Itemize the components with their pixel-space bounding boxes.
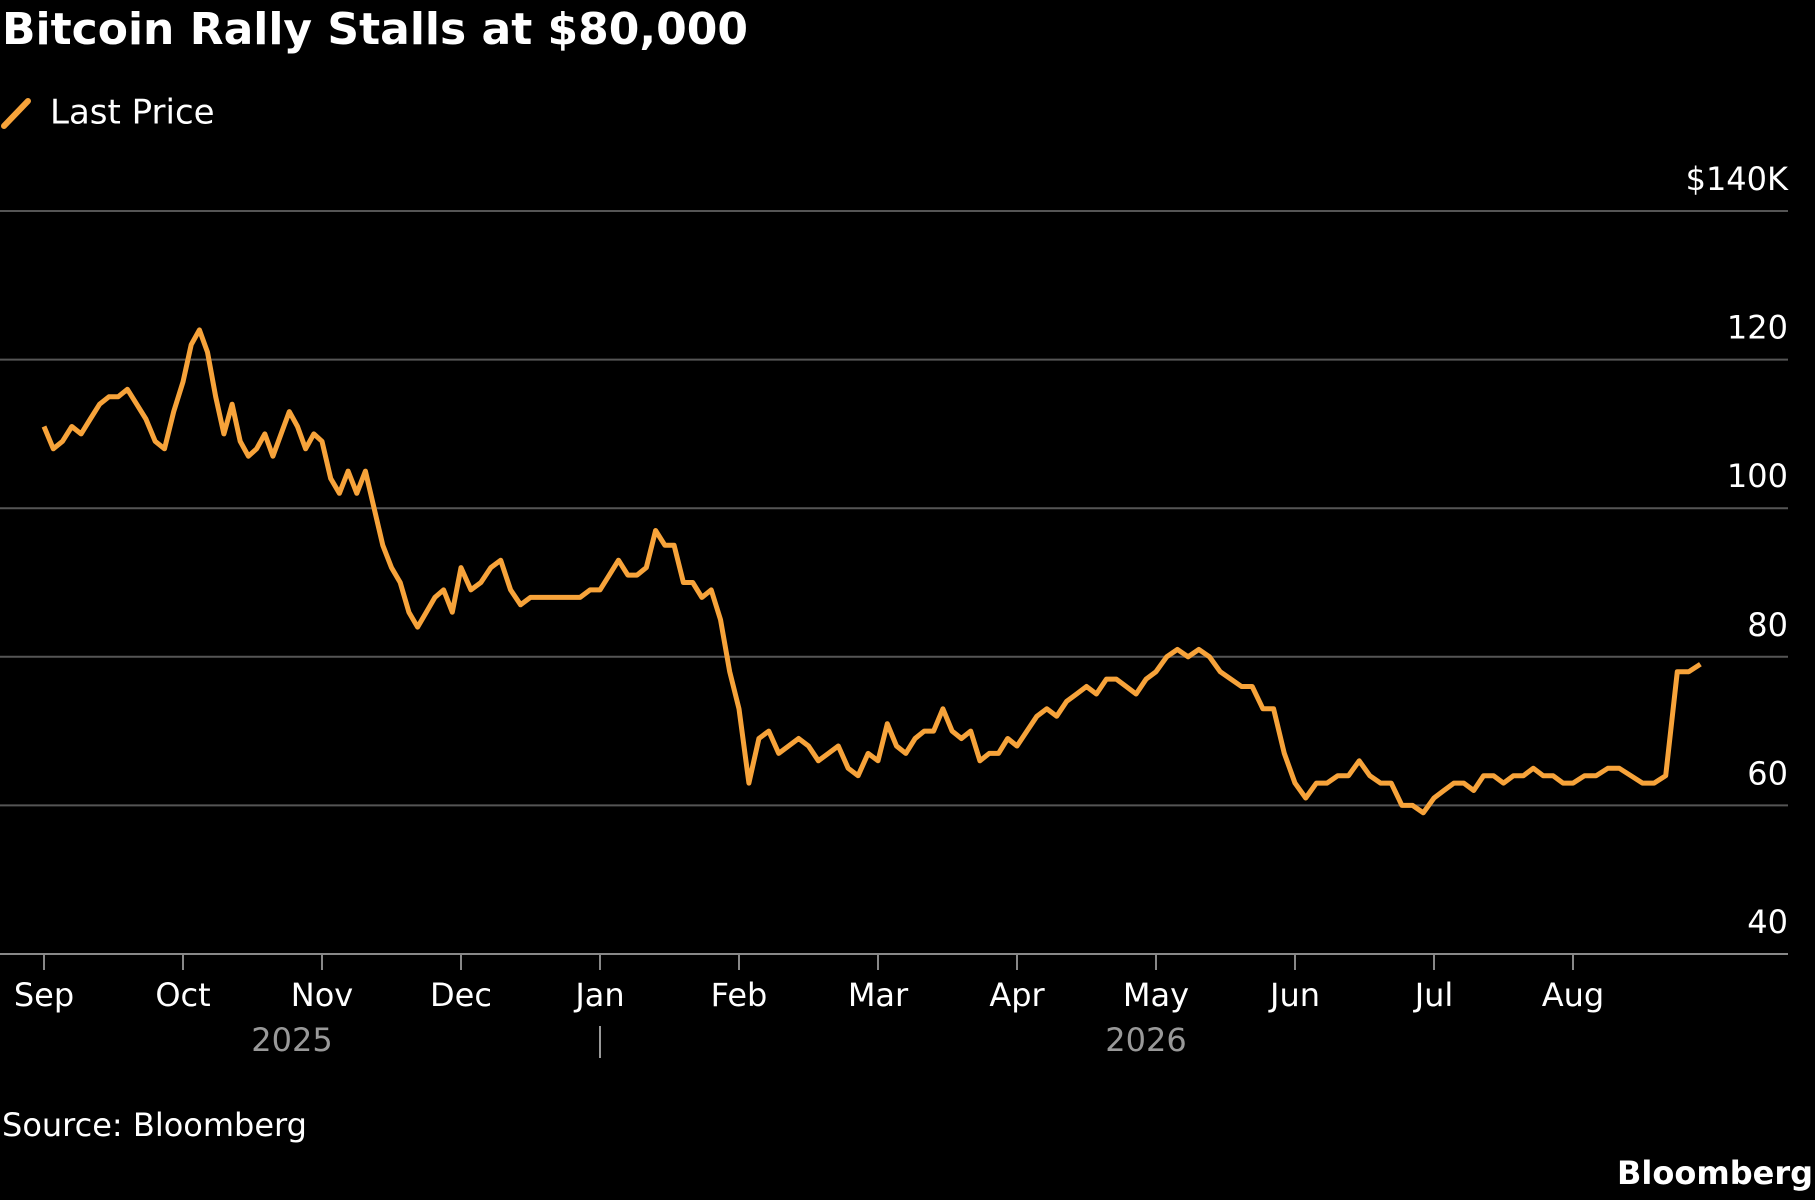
x-tick-label: May bbox=[1123, 976, 1189, 1014]
x-tick-label: Sep bbox=[14, 976, 74, 1014]
x-tick-label: Aug bbox=[1542, 976, 1604, 1014]
x-tick-label: Apr bbox=[989, 976, 1045, 1014]
y-tick-label: 80 bbox=[1747, 606, 1788, 644]
x-tick-label: Mar bbox=[848, 976, 909, 1014]
legend-swatch bbox=[1, 98, 31, 129]
legend-label: Last Price bbox=[50, 93, 215, 133]
x-tick-label: Dec bbox=[430, 976, 492, 1014]
y-tick-label: $140K bbox=[1686, 160, 1789, 198]
x-tick-label: Jun bbox=[1268, 976, 1320, 1014]
y-tick-label: 60 bbox=[1747, 754, 1788, 792]
brand: Bloomberg bbox=[1617, 1154, 1813, 1192]
x-tick-label: Jan bbox=[573, 976, 624, 1014]
chart-title: Bitcoin Rally Stalls at $80,000 bbox=[2, 4, 748, 55]
year-label: 2025 bbox=[251, 1021, 332, 1059]
source: Source: Bloomberg bbox=[2, 1106, 307, 1144]
y-tick-label: 100 bbox=[1727, 457, 1788, 495]
price-line bbox=[41, 327, 1702, 816]
year-label: 2026 bbox=[1105, 1021, 1186, 1059]
y-tick-label: 40 bbox=[1747, 903, 1788, 941]
x-tick-label: Jul bbox=[1413, 976, 1454, 1014]
y-tick-label: 120 bbox=[1727, 309, 1788, 347]
x-tick-label: Feb bbox=[711, 976, 768, 1014]
x-tick-label: Oct bbox=[155, 976, 210, 1014]
x-tick-label: Nov bbox=[291, 976, 353, 1014]
